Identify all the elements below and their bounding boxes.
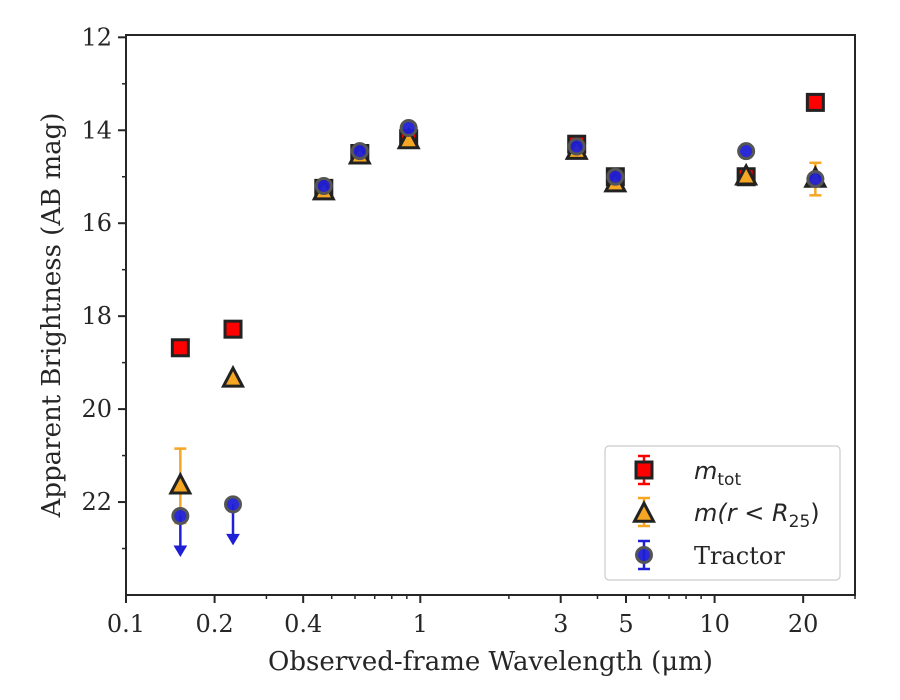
circle-marker — [806, 170, 825, 189]
legend-label: m(r < R25) — [694, 499, 820, 532]
x-tick-label: 0.2 — [196, 610, 234, 638]
legend-label-end: ) — [810, 499, 819, 527]
x-tick-label: 10 — [699, 610, 730, 638]
series-circle — [171, 118, 825, 557]
triangle-marker — [396, 126, 421, 150]
legend-label: mtot — [694, 457, 741, 490]
x-tick-label: 0.4 — [284, 610, 322, 638]
circle-marker — [171, 506, 190, 525]
y-tick-label: 14 — [81, 116, 112, 144]
x-tick-label: 20 — [788, 610, 819, 638]
x-axis-label: Observed-frame Wavelength (μm) — [268, 647, 713, 677]
triangle-marker — [168, 471, 193, 495]
legend-box — [604, 445, 841, 581]
square-marker — [634, 460, 654, 480]
square-marker — [223, 319, 243, 339]
plot-frame — [125, 34, 856, 596]
y-tick-label: 20 — [81, 395, 112, 423]
x-tick-label: 5 — [618, 610, 633, 638]
y-tick-label: 22 — [81, 488, 112, 516]
legend-label: Tractor — [694, 542, 785, 570]
upper-limit-arrow — [226, 533, 240, 546]
y-tick-label: 18 — [81, 302, 112, 330]
y-tick-label: 12 — [81, 23, 112, 51]
ticks-layer: 12 14 16 18 20 22 0.1 0.2 0.4 1 3 5 10 20 — [81, 23, 856, 638]
legend-label-sub: tot — [717, 470, 741, 490]
circle-marker — [224, 495, 243, 514]
square-marker — [170, 338, 190, 358]
circle-marker — [606, 167, 625, 186]
circle-marker — [350, 142, 369, 161]
y-axis-label: Apparent Brightness (AB mag) — [37, 113, 67, 519]
triangle-marker — [632, 499, 656, 523]
legend-label-main: m(r < R — [694, 499, 789, 527]
x-tick-label: 1 — [413, 610, 428, 638]
legend-entry: mtot — [634, 454, 741, 490]
legend-entry: m(r < R25) — [632, 496, 820, 532]
points-layer — [168, 92, 828, 557]
circle-marker — [399, 118, 418, 137]
x-tick-label: 0.1 — [107, 610, 145, 638]
circle-marker — [314, 177, 333, 196]
legend-label-sub: 25 — [789, 512, 811, 532]
series-square — [170, 92, 825, 358]
square-marker — [805, 92, 825, 112]
circle-marker — [737, 142, 756, 161]
x-tick-label: 3 — [553, 610, 568, 638]
triangle-marker — [221, 364, 245, 388]
upper-limit-arrow — [173, 545, 188, 557]
circle-marker — [635, 546, 653, 564]
legend: mtot m(r < R25) Tractor — [604, 445, 841, 581]
circle-marker — [567, 137, 586, 156]
triangle-marker — [734, 162, 759, 186]
legend-label-main: m — [694, 457, 717, 485]
y-tick-label: 16 — [81, 209, 112, 237]
legend-entry: Tractor — [635, 539, 785, 571]
